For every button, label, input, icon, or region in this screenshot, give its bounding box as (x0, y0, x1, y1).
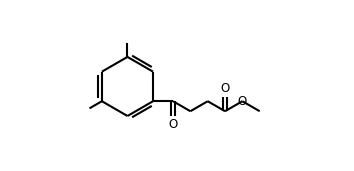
Text: O: O (221, 82, 230, 95)
Text: O: O (169, 118, 178, 131)
Text: O: O (238, 95, 247, 108)
